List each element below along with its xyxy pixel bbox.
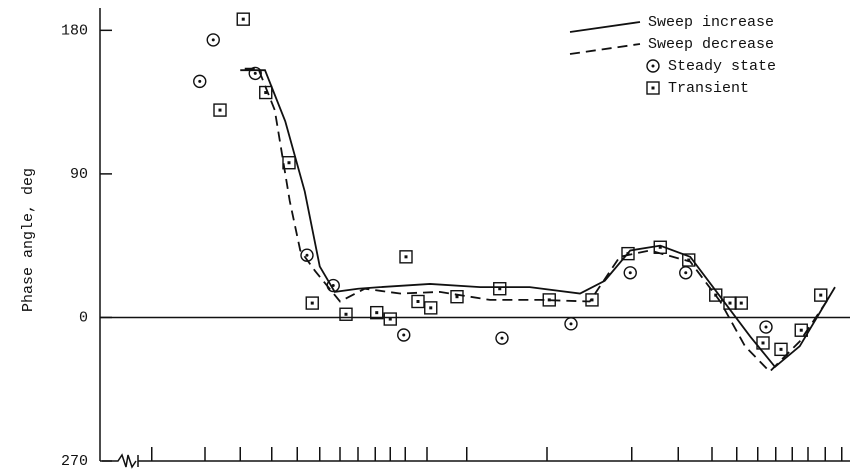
marker-dot xyxy=(455,295,459,299)
marker-dot xyxy=(658,245,662,249)
marker-dot xyxy=(684,271,688,275)
marker-dot xyxy=(761,341,765,345)
marker-dot xyxy=(402,333,406,337)
marker-dot xyxy=(714,293,718,297)
marker-dot xyxy=(500,336,504,340)
transient-point xyxy=(411,294,425,309)
y-tick-label: 180 xyxy=(61,22,88,39)
steady-state-point xyxy=(679,266,693,280)
marker-dot xyxy=(728,301,732,305)
marker-dot xyxy=(628,271,632,275)
transient-point xyxy=(723,296,737,310)
steady-state-point xyxy=(623,266,637,280)
marker-dot xyxy=(764,325,768,329)
marker-dot xyxy=(416,299,420,303)
steady-state-point xyxy=(564,317,578,331)
marker-dot xyxy=(287,161,291,165)
marker-dot xyxy=(241,17,245,21)
transient-point xyxy=(542,293,556,307)
marker-dot xyxy=(651,64,655,68)
legend-label: Transient xyxy=(668,80,749,97)
transient-point xyxy=(282,156,296,170)
marker-dot xyxy=(310,301,314,305)
transient-point xyxy=(383,312,397,326)
marker-dot xyxy=(331,284,335,288)
y-axis-label: Phase angle, deg xyxy=(20,168,37,312)
y-tick-label: 90 xyxy=(70,166,88,183)
transient-point xyxy=(424,301,438,315)
transient-point xyxy=(493,282,507,296)
marker-dot xyxy=(779,347,783,351)
transient-point xyxy=(646,81,660,95)
marker-dot xyxy=(819,293,823,297)
steady-state-point xyxy=(646,59,660,73)
marker-dot xyxy=(218,108,222,112)
transient-point xyxy=(734,296,748,310)
transient-point xyxy=(794,323,808,337)
marker-dot xyxy=(253,71,257,75)
steady-state-point xyxy=(248,66,262,81)
transient-point xyxy=(709,288,723,302)
transient-point xyxy=(653,240,667,254)
transient-point xyxy=(213,103,227,117)
transient-point xyxy=(370,305,384,320)
legend-swatch xyxy=(569,21,641,33)
marker-dot xyxy=(344,312,348,316)
legend-swatch xyxy=(569,43,641,55)
transient-point xyxy=(682,253,696,267)
steady-state-point xyxy=(397,328,411,342)
marker-dot xyxy=(651,86,655,90)
legend-label: Steady state xyxy=(668,58,776,75)
marker-dot xyxy=(429,306,433,310)
marker-dot xyxy=(388,317,392,321)
series-line xyxy=(244,67,831,373)
transient-point xyxy=(236,12,250,26)
steady-state-point xyxy=(300,248,314,262)
steady-state-point xyxy=(206,33,220,47)
marker-dot xyxy=(404,255,408,259)
steady-state-point xyxy=(326,278,340,293)
transient-point xyxy=(339,307,353,321)
transient-point xyxy=(621,246,635,261)
marker-dot xyxy=(569,322,573,326)
marker-dot xyxy=(375,311,379,315)
transient-point xyxy=(774,342,788,357)
y-tick-label: 0 xyxy=(79,309,88,326)
transient-point xyxy=(399,250,413,264)
marker-dot xyxy=(739,301,743,305)
marker-dot xyxy=(687,258,691,262)
transient-point xyxy=(305,296,319,310)
y-tick-label: 270 xyxy=(61,453,88,470)
series-line xyxy=(240,69,836,369)
transient-point xyxy=(756,336,770,350)
legend-label: Sweep decrease xyxy=(648,36,774,53)
marker-dot xyxy=(198,79,202,83)
steady-state-point xyxy=(759,320,773,334)
marker-dot xyxy=(211,38,215,42)
legend-label: Sweep increase xyxy=(648,14,774,31)
marker-dot xyxy=(590,298,594,302)
marker-dot xyxy=(626,252,630,256)
transient-point xyxy=(814,288,828,302)
marker-dot xyxy=(305,253,309,257)
marker-dot xyxy=(799,328,803,332)
transient-point xyxy=(450,290,464,304)
marker-dot xyxy=(498,287,502,291)
transient-point xyxy=(259,85,273,100)
transient-point xyxy=(585,293,599,307)
marker-dot xyxy=(547,298,551,302)
steady-state-point xyxy=(193,74,207,89)
steady-state-point xyxy=(495,331,509,345)
marker-dot xyxy=(264,91,268,95)
